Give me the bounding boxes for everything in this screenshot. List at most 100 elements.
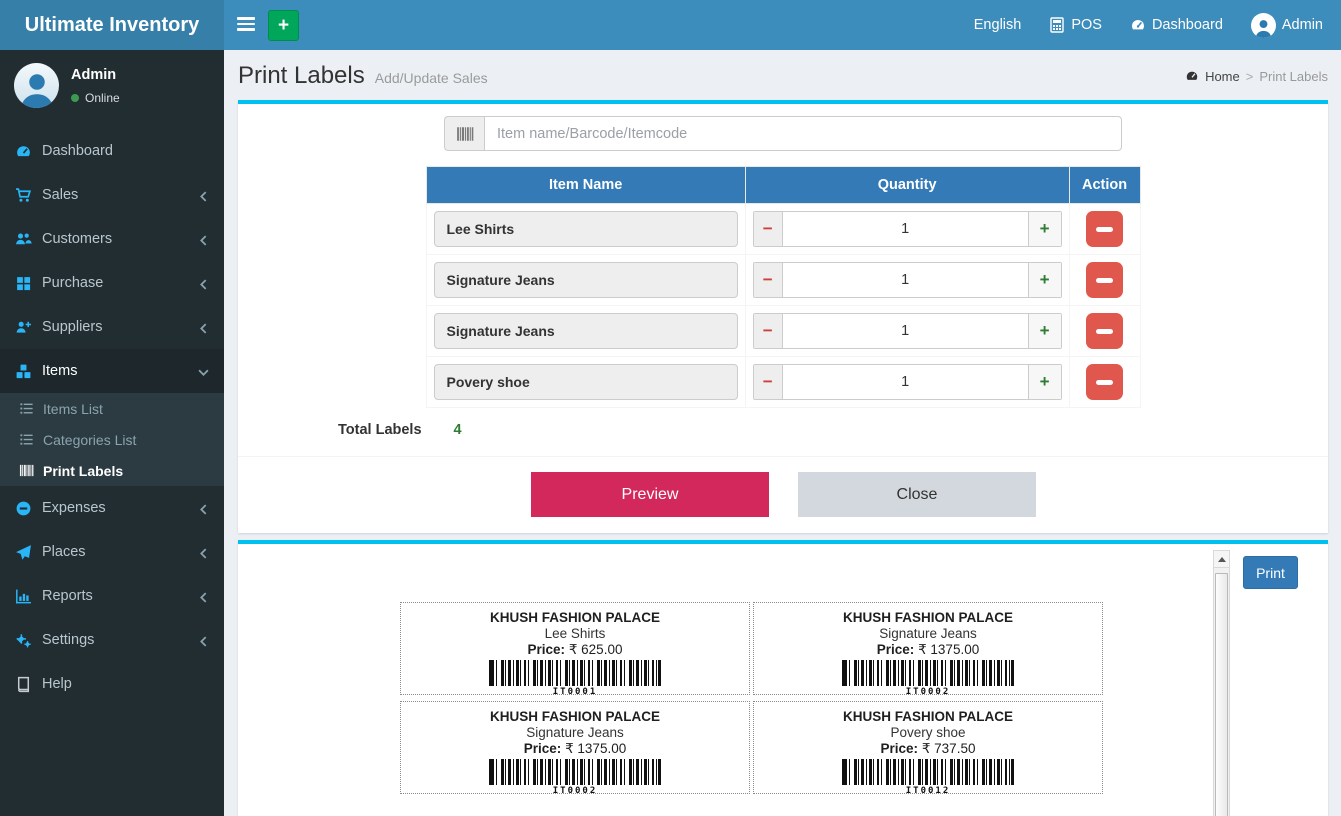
app-brand[interactable]: Ultimate Inventory bbox=[0, 0, 224, 50]
sidebar-item-items[interactable]: Items bbox=[0, 349, 224, 393]
quantity-input[interactable] bbox=[782, 365, 1028, 399]
minus-icon bbox=[1096, 328, 1114, 334]
quantity-input[interactable] bbox=[782, 212, 1028, 246]
preview-button[interactable]: Preview bbox=[531, 472, 769, 517]
col-header-item-name: Item Name bbox=[425, 166, 746, 204]
users-icon bbox=[15, 231, 32, 248]
label-item-name: Signature Jeans bbox=[879, 626, 977, 641]
preview-scrollbar[interactable] bbox=[1213, 550, 1230, 816]
nav-user[interactable]: Admin bbox=[1250, 12, 1323, 38]
label-card: KHUSH FASHION PALACE Povery shoe Price: … bbox=[753, 701, 1103, 796]
nav-language[interactable]: English bbox=[973, 17, 1022, 33]
top-navbar: Ultimate Inventory + English POS Dashboa… bbox=[0, 0, 1341, 50]
chevron-left-icon bbox=[198, 547, 209, 559]
sidebar-item-purchase[interactable]: Purchase bbox=[0, 261, 224, 305]
chevron-left-icon bbox=[198, 190, 209, 202]
label-card: KHUSH FASHION PALACE Signature Jeans Pri… bbox=[753, 602, 1103, 697]
content-area: Print Labels Add/Update Sales Home > Pri… bbox=[224, 50, 1341, 816]
sidebar-item-reports[interactable]: Reports bbox=[0, 574, 224, 618]
quick-add-button[interactable]: + bbox=[268, 10, 299, 41]
col-header-action: Action bbox=[1068, 166, 1141, 204]
remove-row-button[interactable] bbox=[1086, 313, 1124, 349]
scroll-up-arrow-icon[interactable] bbox=[1214, 551, 1229, 568]
sidebar-item-settings[interactable]: Settings bbox=[0, 618, 224, 662]
sidebar-item-expenses[interactable]: Expenses bbox=[0, 486, 224, 530]
labels-items-table: Item Name Quantity Action Lee Shirts − + bbox=[425, 166, 1141, 408]
nav-dashboard[interactable]: Dashboard bbox=[1130, 17, 1223, 33]
quantity-increase-button[interactable]: + bbox=[1027, 212, 1061, 246]
chevron-left-icon bbox=[198, 278, 209, 290]
print-labels-panel: Item Name Quantity Action Lee Shirts − + bbox=[238, 100, 1328, 533]
col-header-quantity: Quantity bbox=[744, 166, 1070, 204]
items-submenu: Items List Categories List Print Labels bbox=[0, 393, 224, 486]
user-name: Admin bbox=[71, 67, 117, 83]
sidebar-item-items-list[interactable]: Items List bbox=[0, 393, 224, 424]
labels-preview-panel: Print KHUSH FASHION PALACE Lee Shirts Pr… bbox=[238, 540, 1328, 816]
breadcrumb-separator: > bbox=[1245, 68, 1254, 84]
chevron-down-icon bbox=[198, 366, 209, 377]
barcode-icon bbox=[444, 116, 484, 151]
quantity-input[interactable] bbox=[782, 314, 1028, 348]
sidebar-item-print-labels[interactable]: Print Labels bbox=[0, 455, 224, 486]
label-item-code: IT0001 bbox=[552, 687, 598, 697]
sidebar-user-panel: Admin Online bbox=[0, 50, 224, 121]
item-name-value: Signature Jeans bbox=[433, 313, 738, 349]
scrollbar-thumb[interactable] bbox=[1215, 573, 1228, 816]
remove-row-button[interactable] bbox=[1086, 211, 1124, 247]
close-button[interactable]: Close bbox=[798, 472, 1036, 517]
label-item-name: Lee Shirts bbox=[544, 626, 606, 641]
quantity-input[interactable] bbox=[782, 263, 1028, 297]
remove-row-button[interactable] bbox=[1086, 262, 1124, 298]
minus-circle-icon bbox=[15, 500, 32, 517]
label-price: Price: ₹ 625.00 bbox=[527, 642, 623, 657]
total-labels-value: 4 bbox=[453, 422, 462, 438]
calculator-icon bbox=[1049, 17, 1065, 33]
print-button[interactable]: Print bbox=[1243, 556, 1298, 589]
label-store-name: KHUSH FASHION PALACE bbox=[489, 709, 660, 724]
quantity-increase-button[interactable]: + bbox=[1027, 314, 1061, 348]
minus-icon bbox=[1096, 379, 1114, 385]
chevron-left-icon bbox=[198, 635, 209, 647]
label-store-name: KHUSH FASHION PALACE bbox=[842, 610, 1013, 625]
item-search-input[interactable] bbox=[484, 116, 1122, 151]
item-name-value: Povery shoe bbox=[433, 364, 738, 400]
avatar bbox=[14, 63, 59, 108]
label-store-name: KHUSH FASHION PALACE bbox=[489, 610, 660, 625]
label-item-name: Povery shoe bbox=[890, 725, 966, 740]
total-labels-row: Total Labels 4 bbox=[338, 422, 1328, 438]
barcode-image bbox=[489, 660, 661, 686]
sidebar-item-help[interactable]: Help bbox=[0, 662, 224, 706]
breadcrumb: Home > Print Labels bbox=[1185, 69, 1328, 84]
sidebar-item-places[interactable]: Places bbox=[0, 530, 224, 574]
topnav: English POS Dashboard Admin bbox=[974, 0, 1323, 50]
sidebar-item-categories-list[interactable]: Categories List bbox=[0, 424, 224, 455]
total-labels-label: Total Labels bbox=[338, 422, 422, 438]
breadcrumb-home[interactable]: Home bbox=[1205, 68, 1240, 84]
remove-row-button[interactable] bbox=[1086, 364, 1124, 400]
table-row: Signature Jeans − + bbox=[425, 254, 1141, 306]
grid-icon bbox=[15, 275, 32, 292]
paper-plane-icon bbox=[15, 544, 32, 561]
cubes-icon bbox=[15, 363, 32, 380]
quantity-decrease-button[interactable]: − bbox=[753, 263, 783, 297]
chevron-left-icon bbox=[198, 591, 209, 603]
quantity-decrease-button[interactable]: − bbox=[753, 365, 783, 399]
table-row: Lee Shirts − + bbox=[425, 203, 1141, 255]
sidebar-item-dashboard[interactable]: Dashboard bbox=[0, 129, 224, 173]
quantity-decrease-button[interactable]: − bbox=[753, 314, 783, 348]
gauge-icon bbox=[1185, 69, 1199, 83]
sidebar-item-customers[interactable]: Customers bbox=[0, 217, 224, 261]
user-status: Online bbox=[71, 91, 120, 105]
chevron-left-icon bbox=[198, 234, 209, 246]
quantity-increase-button[interactable]: + bbox=[1027, 365, 1061, 399]
quantity-stepper: − + bbox=[752, 364, 1062, 400]
label-card: KHUSH FASHION PALACE Signature Jeans Pri… bbox=[400, 701, 750, 796]
quantity-stepper: − + bbox=[752, 211, 1062, 247]
sidebar-toggle-icon[interactable] bbox=[237, 17, 255, 33]
sidebar-item-suppliers[interactable]: Suppliers bbox=[0, 305, 224, 349]
user-plus-icon bbox=[15, 319, 32, 336]
quantity-decrease-button[interactable]: − bbox=[753, 212, 783, 246]
sidebar-item-sales[interactable]: Sales bbox=[0, 173, 224, 217]
nav-pos[interactable]: POS bbox=[1049, 17, 1102, 33]
quantity-increase-button[interactable]: + bbox=[1027, 263, 1061, 297]
